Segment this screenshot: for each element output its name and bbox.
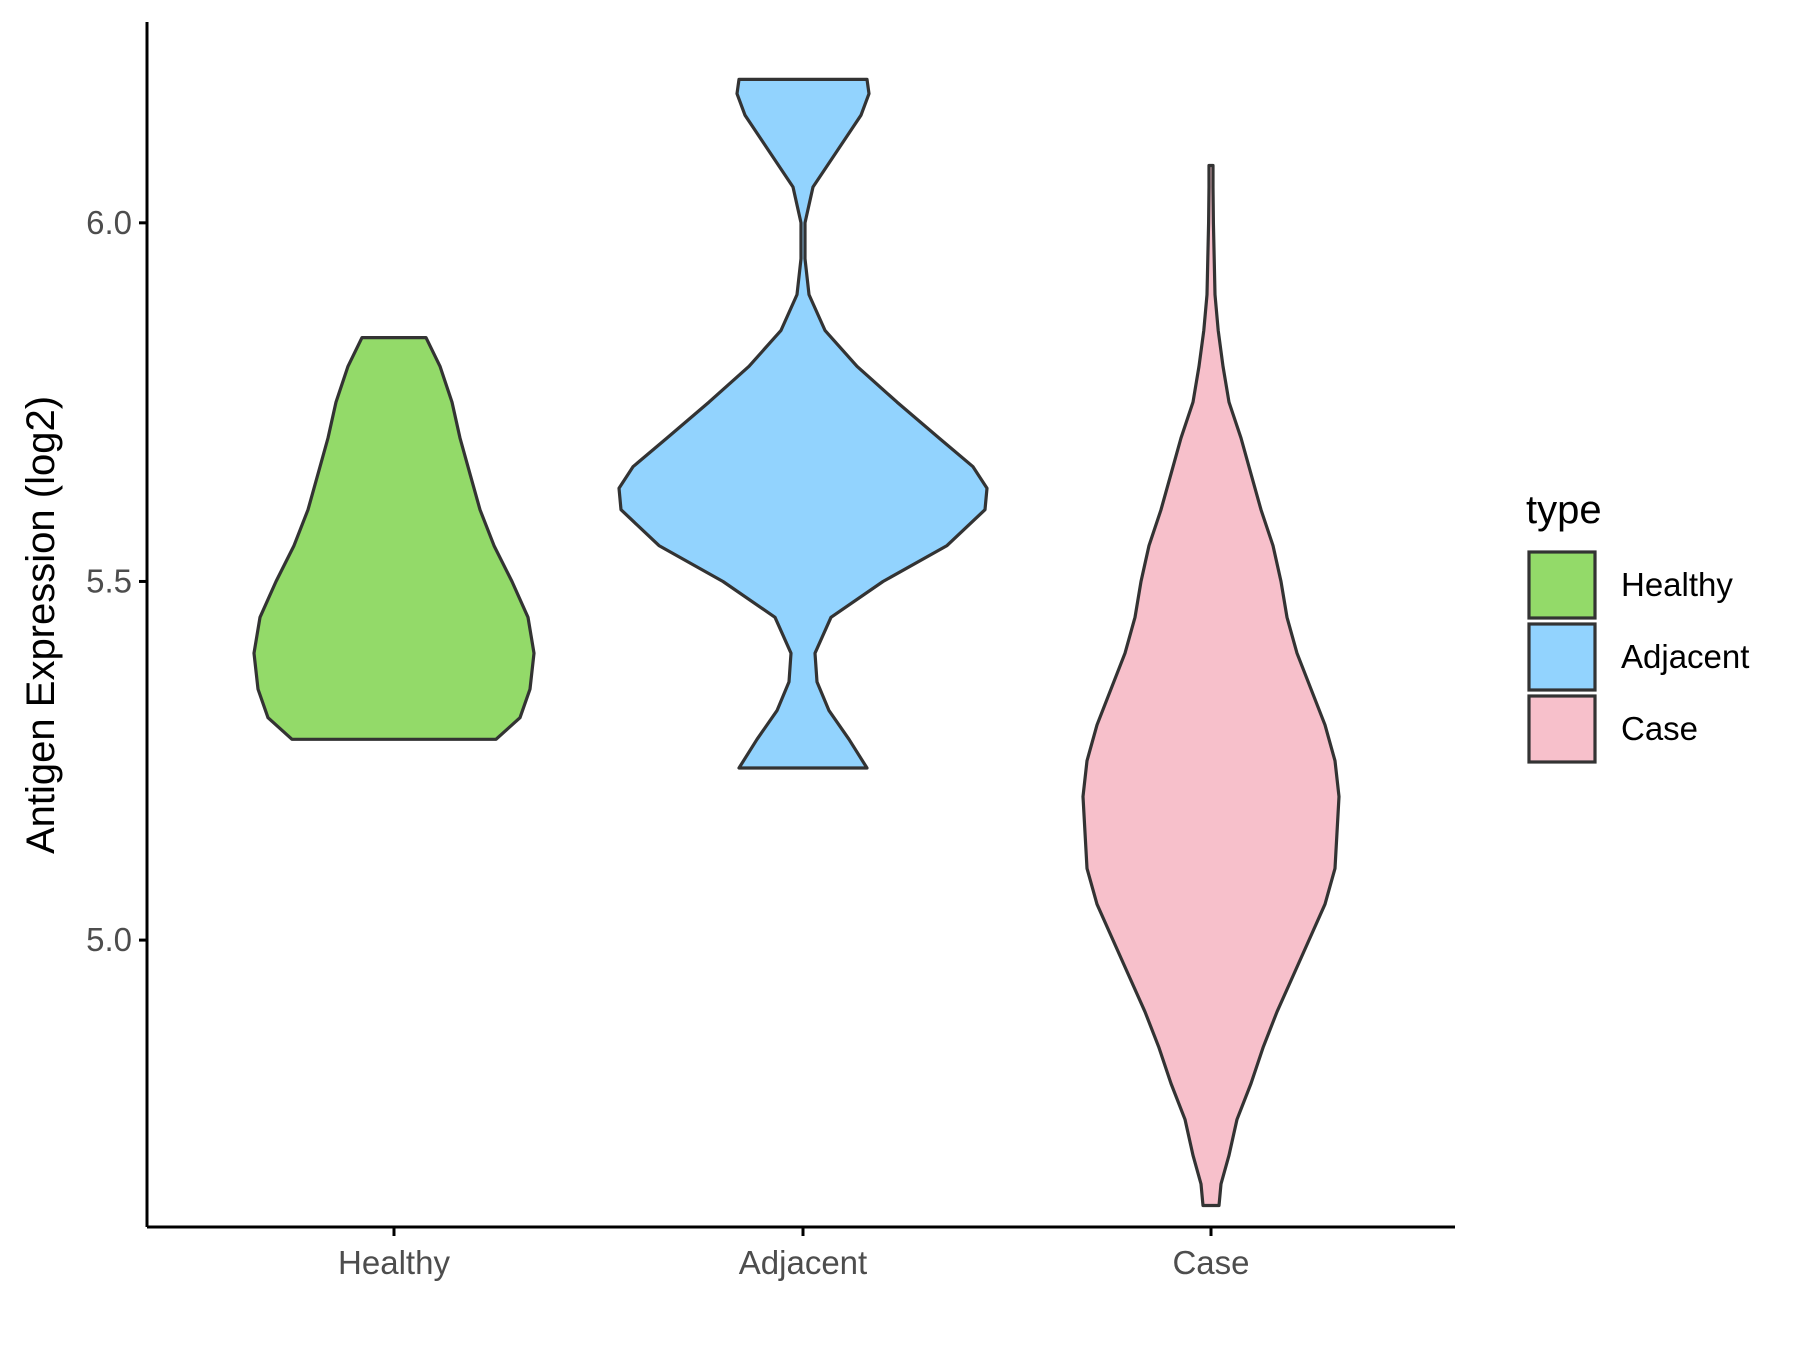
legend: type Healthy Adjacent Case: [1526, 488, 1749, 764]
x-axis-ticks: Healthy Adjacent Case: [338, 1227, 1250, 1281]
legend-swatch-case: [1527, 694, 1597, 764]
x-tick-label: Adjacent: [739, 1244, 867, 1281]
y-tick-label: 6.0: [86, 204, 132, 241]
legend-label-healthy: Healthy: [1621, 566, 1733, 603]
x-tick-label: Case: [1172, 1244, 1249, 1281]
legend-label-case: Case: [1621, 710, 1698, 747]
violin-case: [1081, 163, 1341, 1208]
violin-adjacent: [617, 77, 989, 770]
y-axis-title: Antigen Expression (log2): [19, 396, 63, 854]
legend-swatch-adjacent: [1527, 622, 1597, 692]
y-tick-label: 5.0: [86, 921, 132, 958]
x-tick-label: Healthy: [338, 1244, 450, 1281]
legend-swatch-healthy: [1527, 550, 1597, 620]
legend-label-adjacent: Adjacent: [1621, 638, 1749, 675]
violin-plot-area: [252, 77, 1341, 1208]
violin-healthy: [252, 336, 536, 741]
y-axis-ticks: 5.0 5.5 6.0: [86, 204, 147, 958]
y-tick-label: 5.5: [86, 562, 132, 599]
legend-title: type: [1526, 488, 1602, 532]
